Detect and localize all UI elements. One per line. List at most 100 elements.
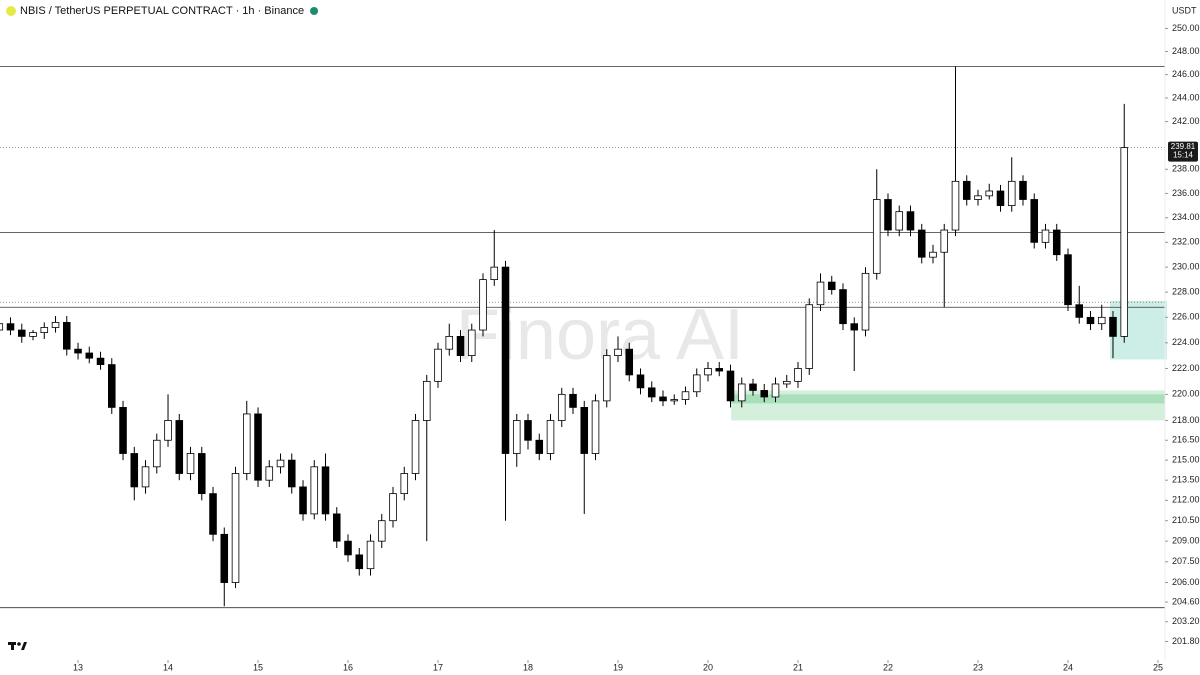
- x-tick-label: 20: [703, 662, 713, 672]
- y-tick-label: 232.00: [1172, 237, 1200, 247]
- y-tick-label: 228.00: [1172, 287, 1200, 297]
- countdown: 15:14: [1173, 151, 1194, 160]
- zone: [1109, 300, 1167, 360]
- candle-body: [895, 211, 904, 231]
- candle-body: [1007, 180, 1016, 206]
- symbol-icon: [6, 6, 16, 16]
- candle-body: [760, 390, 769, 398]
- candle-body: [1097, 316, 1106, 325]
- candle-body: [816, 281, 825, 306]
- y-tick-label: 222.00: [1172, 363, 1200, 373]
- y-tick-label: 244.00: [1172, 92, 1200, 102]
- candle-body: [940, 229, 949, 253]
- x-tick-label: 19: [613, 662, 623, 672]
- zone: [731, 394, 1165, 404]
- candle-body: [389, 493, 397, 522]
- y-tick-label: 248.00: [1172, 46, 1200, 56]
- candle-body: [501, 266, 510, 454]
- candle-body: [254, 413, 262, 481]
- logo-part: [11, 642, 14, 650]
- candle-body: [490, 266, 499, 280]
- candle-body: [805, 304, 814, 369]
- candle-body: [782, 380, 791, 385]
- x-tick-label: 23: [973, 662, 983, 672]
- candle-body: [1052, 229, 1061, 256]
- candle-body: [906, 211, 915, 231]
- currency: USDT: [1172, 5, 1197, 15]
- y-tick-label: 203.20: [1172, 616, 1200, 626]
- candle-body: [884, 199, 892, 231]
- candle-body: [175, 420, 184, 474]
- logo-part: [21, 642, 27, 650]
- y-tick-label: 234.00: [1172, 212, 1200, 222]
- candle-body: [411, 420, 420, 474]
- candle-body: [355, 554, 364, 570]
- candle-body: [1041, 229, 1050, 243]
- candle-body: [715, 368, 724, 372]
- x-tick-label: 17: [433, 662, 443, 672]
- logo: [8, 642, 27, 650]
- candle-body: [366, 540, 375, 570]
- x-tick-label: 25: [1153, 662, 1163, 672]
- status-dot: [310, 7, 319, 15]
- candle-body: [321, 466, 330, 515]
- candle-body: [74, 348, 82, 354]
- candle-body: [400, 473, 409, 495]
- candle-body: [186, 453, 195, 474]
- candle-body: [839, 289, 847, 325]
- candle-body: [580, 406, 589, 454]
- candle-body: [265, 466, 274, 481]
- candle-body: [51, 322, 60, 328]
- x-tick-label: 22: [883, 662, 893, 672]
- chart-title: NBIS / TetherUS PERPETUAL CONTRACT · 1h …: [20, 5, 304, 17]
- x-tick-label: 18: [523, 662, 533, 672]
- candle-body: [974, 195, 982, 200]
- candle-body: [445, 336, 454, 350]
- candle-body: [434, 348, 442, 382]
- candle-body: [130, 453, 139, 488]
- candle-body: [332, 513, 341, 542]
- candle-body: [557, 393, 566, 421]
- candle-body: [1120, 147, 1129, 337]
- candle-body: [827, 281, 836, 291]
- candle-body: [771, 383, 780, 398]
- candle-body: [546, 420, 555, 454]
- y-tick-label: 220.00: [1172, 389, 1200, 399]
- y-tick-label: 230.00: [1172, 262, 1200, 272]
- price-label-box: [1168, 141, 1198, 162]
- candle-body: [850, 323, 859, 331]
- x-tick-label: 21: [793, 662, 803, 672]
- candle-body: [1030, 199, 1039, 243]
- candle-body: [422, 380, 431, 421]
- y-tick-label: 213.50: [1172, 475, 1200, 485]
- y-tick-label: 210.50: [1172, 515, 1200, 525]
- candle-body: [917, 229, 926, 258]
- candle-body: [63, 322, 71, 350]
- candle-body: [636, 374, 645, 389]
- candle-body: [6, 323, 15, 331]
- candle-body: [1075, 304, 1084, 318]
- candle-body: [535, 439, 544, 454]
- candle-body: [704, 368, 712, 376]
- candle-body: [96, 357, 105, 365]
- y-tick-label: 224.00: [1172, 337, 1200, 347]
- candle-body: [0, 323, 4, 331]
- candle-body: [220, 533, 229, 583]
- x-tick-label: 14: [163, 662, 173, 672]
- candle-body: [479, 279, 487, 331]
- candle-body: [456, 336, 465, 356]
- candle-body: [164, 420, 172, 441]
- candle-body: [197, 453, 206, 495]
- candle-body: [1019, 180, 1027, 200]
- y-tick-label: 236.00: [1172, 188, 1200, 198]
- y-tick-label: 207.50: [1172, 556, 1200, 566]
- candle-body: [996, 190, 1005, 206]
- candle-body: [512, 420, 521, 454]
- candle-body: [872, 199, 881, 274]
- candle-body: [647, 387, 656, 398]
- candle-body: [108, 364, 116, 408]
- candle-body: [726, 370, 735, 402]
- candle-body: [794, 368, 802, 382]
